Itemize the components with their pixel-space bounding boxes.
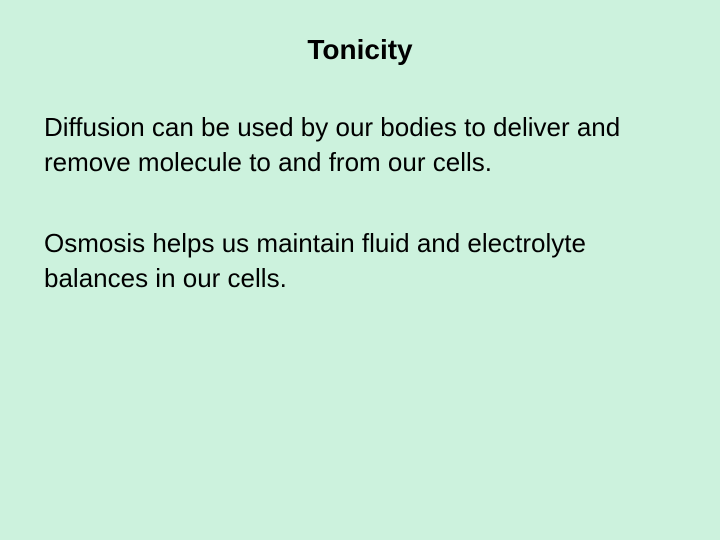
paragraph-2: Osmosis helps us maintain fluid and elec… <box>44 226 660 296</box>
slide-title: Tonicity <box>0 34 720 66</box>
slide: Tonicity Diffusion can be used by our bo… <box>0 0 720 540</box>
slide-body: Diffusion can be used by our bodies to d… <box>44 110 660 342</box>
paragraph-1: Diffusion can be used by our bodies to d… <box>44 110 660 180</box>
